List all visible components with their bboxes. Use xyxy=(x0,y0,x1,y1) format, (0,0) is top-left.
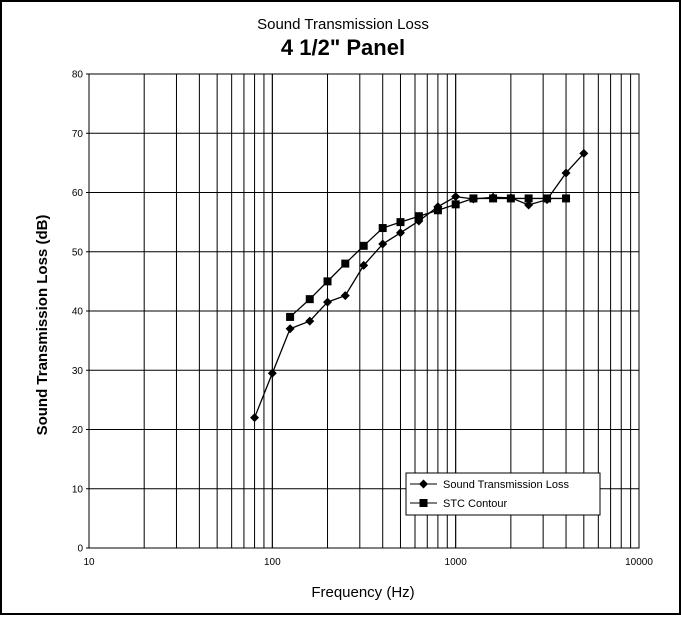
x-tick-label: 100 xyxy=(264,557,281,568)
x-tick-label: 10000 xyxy=(625,557,653,568)
legend-label-stc: STC Contour xyxy=(443,498,508,510)
chart-title: Sound Transmission Loss xyxy=(257,16,429,33)
data-point-stl xyxy=(524,200,534,210)
y-tick-label: 40 xyxy=(72,307,84,318)
y-tick-label: 80 xyxy=(72,70,84,81)
data-point-stl xyxy=(267,368,277,378)
data-point-stc xyxy=(489,194,498,203)
data-point-stl xyxy=(359,260,369,270)
data-point-stl xyxy=(305,316,315,326)
data-point-stc xyxy=(341,259,350,268)
legend: Sound Transmission Loss STC Contour xyxy=(405,472,601,516)
y-axis-label: Sound Transmission Loss (dB) xyxy=(34,215,51,436)
x-axis-label: Frequency (Hz) xyxy=(311,584,414,601)
data-point-stc xyxy=(305,295,314,304)
data-point-stl xyxy=(579,148,589,158)
data-point-stc xyxy=(543,194,552,203)
data-point-stc xyxy=(414,212,423,221)
legend-box xyxy=(405,472,601,516)
series-line-stl xyxy=(253,152,585,418)
series-line-stc xyxy=(289,197,567,318)
data-point-stc xyxy=(506,194,515,203)
data-point-stl xyxy=(378,239,388,249)
data-point-stl xyxy=(561,168,571,178)
data-point-stc xyxy=(396,218,405,227)
x-tick-label: 10 xyxy=(83,557,95,568)
data-point-stc xyxy=(562,194,571,203)
y-tick-label: 0 xyxy=(77,544,83,555)
data-point-stl xyxy=(250,413,260,423)
data-point-stl xyxy=(285,324,295,334)
y-tick-label: 10 xyxy=(72,484,84,495)
y-tick-label: 30 xyxy=(72,366,84,377)
legend-item-stl: Sound Transmission Loss xyxy=(410,479,569,491)
plot-area-border xyxy=(88,73,640,549)
data-point-stc xyxy=(469,194,478,203)
data-point-stc xyxy=(433,206,442,215)
data-point-stc xyxy=(451,200,460,209)
chart-subtitle: 4 1/2" Panel xyxy=(281,35,405,60)
legend-label-stl: Sound Transmission Loss xyxy=(443,479,569,491)
grid-lines xyxy=(89,74,639,548)
data-point-stc xyxy=(323,277,332,286)
y-tick-label: 60 xyxy=(72,188,84,199)
data-point-stl xyxy=(451,192,461,202)
legend-marker-diamond xyxy=(419,479,428,489)
data-point-stc xyxy=(378,224,387,233)
series-layer xyxy=(250,148,589,423)
data-point-stl xyxy=(323,297,333,307)
y-tick-label: 20 xyxy=(72,425,84,436)
legend-marker-square xyxy=(419,499,428,507)
data-point-stl xyxy=(340,291,350,301)
data-point-stl xyxy=(395,228,405,238)
y-tick-label: 70 xyxy=(72,129,84,140)
data-point-stc xyxy=(359,241,368,250)
y-tick-label: 50 xyxy=(72,247,84,258)
legend-item-stc: STC Contour xyxy=(410,498,508,510)
x-tick-label: 1000 xyxy=(445,557,468,568)
data-point-stc xyxy=(286,312,295,321)
data-point-stc xyxy=(524,194,533,203)
